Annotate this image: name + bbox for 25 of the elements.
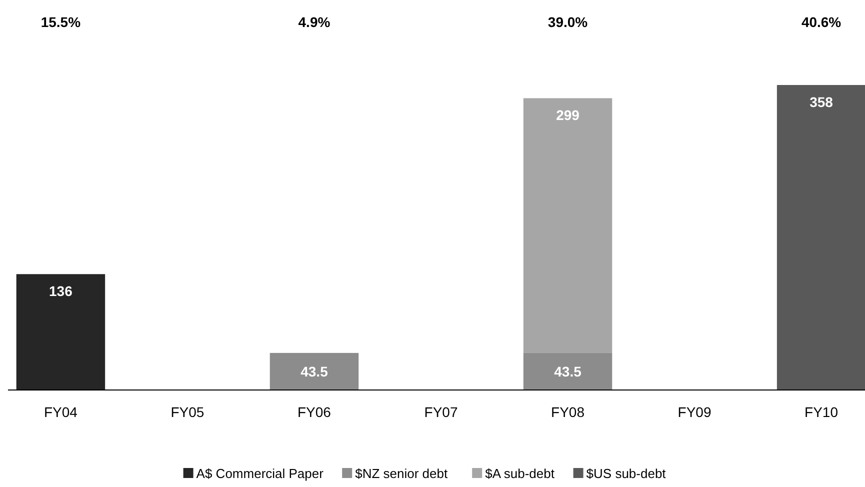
bar [16,274,106,390]
x-tick-label: FY10 [804,404,838,420]
bar [523,352,612,390]
legend-label: A$ Commercial Paper [196,466,324,481]
data-label: 299 [556,107,580,124]
text: 4.9% [298,14,331,30]
bar [523,98,612,353]
bar [270,352,359,390]
x-tick-label: FY06 [298,404,332,420]
x-tick-label: FY07 [424,404,458,420]
data-label: 43.5 [554,363,582,380]
text: 39.0% [548,14,588,30]
bar [776,85,865,390]
x-tick-label: FY08 [551,404,585,420]
x-tick-label: FY09 [678,404,712,420]
x-tick-label: FY05 [170,404,204,420]
data-label: 136 [49,283,73,300]
legend-label: $NZ senior debt [355,466,448,481]
text: 40.6% [801,14,842,30]
legend-label: $US sub-debt [586,466,666,481]
legend-label: $A sub-debt [485,466,555,481]
text: 15.5% [40,14,82,30]
data-label: 358 [810,94,834,110]
data-label: 43.5 [300,363,328,380]
x-tick-label: FY04 [44,404,78,420]
